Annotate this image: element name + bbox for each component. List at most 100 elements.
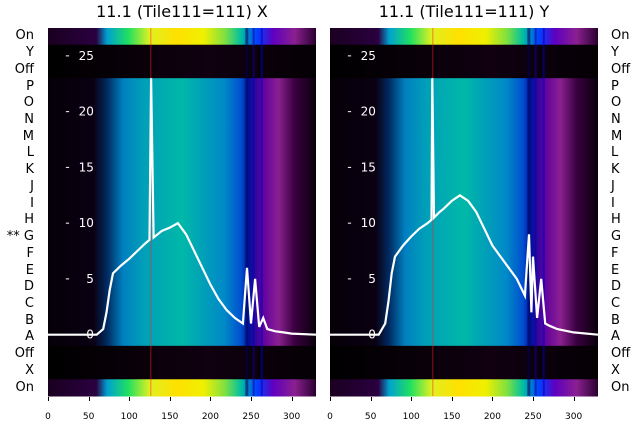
row-label-on: On (611, 379, 630, 395)
heatmap-row-on (330, 379, 598, 397)
row-label-p: P (611, 78, 619, 94)
heatmap-panel-y: 0 5 10 15 20 25 (330, 28, 599, 397)
heatmap-row-on (48, 379, 316, 397)
heatmap-row-f (48, 245, 316, 263)
heatmap-row-o (48, 94, 316, 113)
heatmap-row-on (330, 28, 598, 46)
heatmap-row-c (48, 295, 316, 313)
overlay-y-tick-label: 10 (361, 216, 376, 230)
row-label-i: I (611, 195, 615, 211)
chart-title-x: 11.1 (Tile111=111) X (96, 2, 268, 21)
heatmap-row-n (48, 111, 316, 129)
row-label-k: K (611, 162, 620, 178)
heatmap-row-on (48, 28, 316, 46)
row-label-j: J (30, 178, 34, 194)
x-tick-mark (492, 397, 494, 401)
x-tick-label: 300 (565, 412, 583, 422)
overlay-y-tick-label: 5 (368, 272, 376, 286)
heatmap-row-a (330, 329, 598, 347)
row-label-k: K (25, 162, 34, 178)
heatmap-row-g (48, 228, 316, 246)
x-tick-mark (48, 397, 49, 401)
x-tick-mark (411, 397, 413, 401)
heatmap-row-o (330, 94, 598, 113)
heatmap-row-b (48, 312, 316, 330)
row-label-m: M (611, 128, 623, 144)
overlay-y-tick-label: 20 (79, 105, 94, 119)
overlay-y-tick-label: 0 (86, 328, 94, 342)
row-label-x: X (25, 362, 34, 378)
x-tick-label: 100 (402, 412, 420, 422)
heatmap-row-h (48, 212, 316, 230)
row-label-b: B (611, 312, 620, 328)
x-tick-mark (533, 397, 535, 401)
row-label-off: Off (611, 346, 631, 362)
heatmap-row-m (48, 128, 316, 146)
overlay-y-tick-label: 5 (86, 272, 94, 286)
row-label-g: ** G (6, 229, 34, 245)
row-label-off: Off (14, 346, 34, 362)
row-label-j: J (611, 178, 615, 194)
row-label-x: X (611, 362, 620, 378)
row-label-l: L (26, 145, 34, 161)
x-tick-label: 200 (201, 412, 220, 422)
row-label-n: N (611, 112, 621, 127)
heatmap-row-y (48, 44, 316, 62)
row-label-p: P (26, 78, 34, 94)
row-label-on: On (611, 28, 630, 44)
heatmap-row-h (330, 212, 598, 230)
row-label-g: G (611, 229, 622, 245)
row-label-d: D (611, 279, 622, 295)
row-label-m: M (22, 128, 34, 144)
heatmap-row-e (48, 262, 316, 280)
heatmap-row-k (330, 161, 598, 180)
row-label-y: Y (611, 45, 619, 61)
heatmap-row-b (330, 312, 598, 330)
row-label-l: L (611, 145, 619, 161)
heatmap-row-a (48, 329, 316, 347)
x-tick-mark (169, 397, 171, 401)
x-tick-label: 200 (483, 412, 502, 422)
overlay-y-tick-label: 15 (79, 160, 94, 174)
row-label-i: I (30, 195, 34, 211)
x-tick-label: 0 (327, 412, 333, 422)
row-label-e: E (611, 262, 620, 278)
row-label-f: F (26, 245, 34, 261)
x-tick-mark (291, 397, 293, 401)
overlay-y-tick-label: 20 (361, 105, 376, 119)
x-tick-mark (573, 397, 575, 401)
heatmap-row-off (330, 61, 598, 79)
x-tick-mark (251, 397, 253, 401)
heatmap-row-g (330, 228, 598, 246)
x-tick-label: 250 (524, 412, 542, 422)
heatmap-row-k (48, 161, 316, 180)
heatmap-row-off (48, 345, 316, 364)
overlay-y-tick-label: 25 (361, 49, 376, 63)
row-label-b: B (25, 312, 34, 328)
overlay-line-x (48, 78, 317, 336)
row-label-a: A (25, 329, 34, 345)
x-tick-label: 150 (161, 412, 179, 422)
row-label-n: N (24, 112, 34, 127)
heatmap-row-off (48, 61, 316, 79)
overlay-y-tick-label: 0 (368, 328, 376, 342)
x-tick-mark (129, 397, 131, 401)
overlay-line-y (330, 78, 599, 336)
x-tick-label: 250 (242, 412, 260, 422)
heatmap-row-l (48, 145, 316, 163)
chart-title-y: 11.1 (Tile111=111) Y (378, 2, 550, 21)
heatmap-row-c (330, 295, 598, 313)
x-tick-label: 300 (283, 412, 301, 422)
x-tick-mark (451, 397, 453, 401)
heatmap-row-x (330, 362, 598, 380)
row-label-on: On (15, 379, 34, 395)
heatmap-row-off (330, 345, 598, 364)
row-label-e: E (25, 262, 34, 278)
row-label-on: On (15, 28, 34, 44)
overlay-y-tick-label: 25 (79, 49, 94, 63)
row-label-h: H (24, 212, 34, 228)
heatmap-row-p (48, 78, 316, 96)
row-label-c: C (24, 296, 34, 311)
overlay-y-tick-label: 10 (79, 216, 94, 230)
